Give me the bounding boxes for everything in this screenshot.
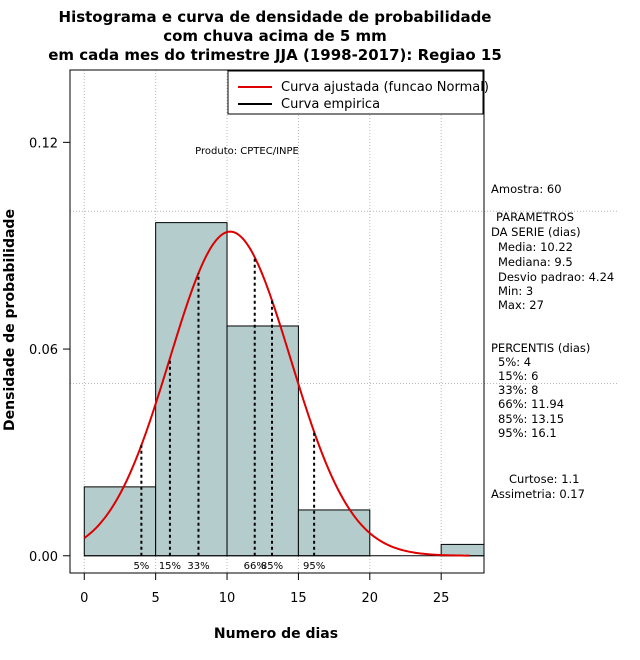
- x-tick-label-5: 5: [152, 591, 160, 606]
- product-annotation: Produto: CPTEC/INPE: [195, 146, 299, 157]
- percentile-label-2: 33%: [187, 561, 209, 572]
- y-tick-label-0: 0.00: [29, 550, 58, 565]
- stat-skewness: Assimetria: 0.17: [491, 487, 585, 501]
- stat-median: Mediana: 9.5: [498, 255, 573, 269]
- percentile-lines: 5% 15% 33% 66%85% 95%: [133, 257, 325, 572]
- histogram-bar-1: [155, 222, 228, 557]
- sample-size: Amostra: 60: [491, 182, 562, 196]
- legend-label-empirical: Curva empirica: [281, 97, 380, 112]
- histogram-bar-0: [83, 486, 157, 557]
- stat-kurtosis: Curtose: 1.1: [509, 472, 579, 486]
- chart-title-line-1: Histograma e curva de densidade de proba…: [59, 8, 492, 26]
- percentile-85: 85%: 13.15: [498, 412, 564, 426]
- percentiles-title: PERCENTIS (dias): [491, 341, 590, 355]
- histogram-bar-3: [297, 509, 371, 557]
- percentile-95: 95%: 16.1: [498, 426, 557, 440]
- normal-curve-layer: [83, 230, 470, 557]
- percentile-33: 33%: 8: [498, 383, 538, 397]
- percentile-66: 66%: 11.94: [498, 397, 564, 411]
- percentile-label-4: 85%: [261, 561, 283, 572]
- legend: Curva ajustada (funcao Normal) Curva emp…: [227, 70, 489, 115]
- percentile-label-0: 5%: [133, 561, 149, 572]
- y-tick-label-1: 0.06: [29, 343, 58, 358]
- x-axis-label: Numero de dias: [214, 626, 338, 642]
- x-tick-label-10: 10: [219, 591, 236, 606]
- params-title-1: PARAMETROS: [496, 210, 574, 224]
- chart-title-line-2: com chuva acima de 5 mm: [163, 27, 387, 45]
- percentile-label-1: 15%: [159, 561, 181, 572]
- x-tick-label-15: 15: [290, 591, 307, 606]
- stat-max: Max: 27: [498, 298, 544, 312]
- x-tick-label-0: 0: [80, 591, 88, 606]
- histogram-bars: [83, 222, 485, 557]
- statistics-panel: Amostra: 60 PARAMETROS DA SERIE (dias) M…: [491, 182, 614, 501]
- percentile-label-3: 66%: [244, 561, 266, 572]
- percentile-5: 5%: 4: [498, 355, 531, 369]
- x-tick-label-20: 20: [362, 591, 379, 606]
- params-title-2: DA SERIE (dias): [491, 225, 581, 239]
- percentile-15: 15%: 6: [498, 369, 538, 383]
- axes: 0 5 10 15 20 25 0.00 0.06 0.12: [29, 136, 449, 606]
- stat-mean: Media: 10.22: [498, 240, 573, 254]
- percentile-label-5: 95%: [303, 561, 325, 572]
- stat-min: Min: 3: [498, 284, 533, 298]
- stat-stddev: Desvio padrao: 4.24: [498, 270, 614, 284]
- y-axis-label: Densidade de probabilidade: [2, 209, 18, 431]
- chart-title-line-3: em cada mes do trimestre JJA (1998-2017)…: [48, 46, 502, 64]
- histogram-bar-5: [440, 543, 485, 557]
- histogram-bar-2: [226, 325, 299, 557]
- legend-label-normal: Curva ajustada (funcao Normal): [281, 80, 489, 95]
- x-tick-label-25: 25: [433, 591, 450, 606]
- legend-box: [227, 70, 484, 115]
- gridlines: [70, 70, 618, 573]
- normal-curve: [83, 230, 470, 557]
- y-tick-label-2: 0.12: [29, 136, 58, 151]
